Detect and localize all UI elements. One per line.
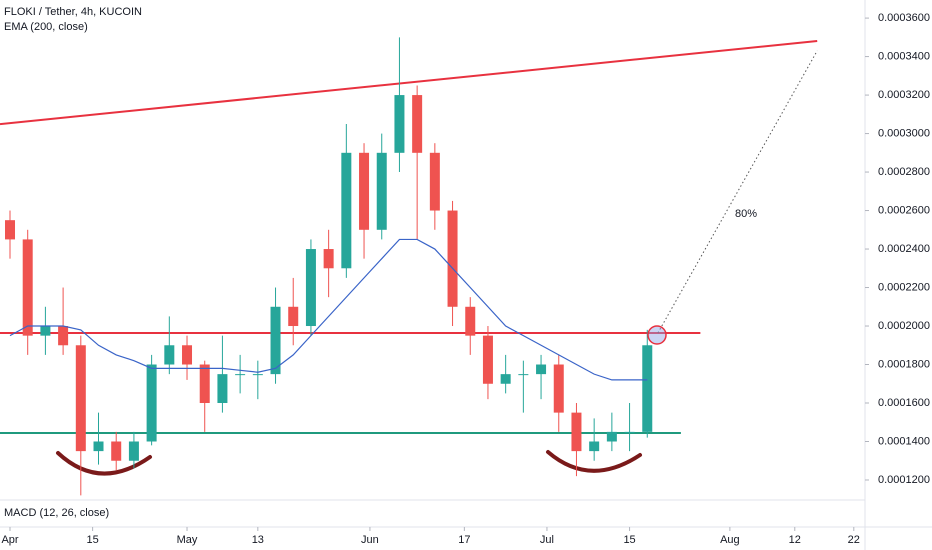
candle-body [500, 374, 511, 384]
x-tick-label: 13 [252, 534, 264, 546]
candle-body [288, 306, 299, 327]
y-tick-label: 0.0002200 [878, 281, 930, 293]
x-tick-label: 12 [789, 534, 801, 546]
candle-body [394, 95, 405, 153]
candle-body [199, 364, 210, 404]
y-tick-label: 0.0003000 [878, 127, 930, 139]
breakout-marker [647, 325, 667, 345]
candle-body [235, 374, 246, 376]
y-tick-label: 0.0001200 [878, 474, 930, 486]
candle-body [553, 364, 564, 413]
candle-body [5, 220, 16, 240]
candle-body [606, 431, 617, 442]
y-tick-label: 0.0002800 [878, 166, 930, 178]
candle-body [270, 306, 281, 375]
x-tick-label: Jun [361, 534, 379, 546]
ema-line [9, 238, 648, 381]
x-tick-label: 15 [623, 534, 635, 546]
candle-body [447, 210, 458, 307]
candle-body [111, 441, 122, 461]
x-tick-label: Apr [1, 534, 18, 546]
x-tick-label: 15 [86, 534, 98, 546]
candle-body [75, 345, 86, 452]
x-tick-label: Jul [540, 534, 554, 546]
bottom-arc [56, 451, 152, 476]
candle-body [93, 441, 104, 452]
candle-body [217, 374, 228, 404]
chart-title: FLOKI / Tether, 4h, KUCOIN [4, 6, 142, 18]
candle-body [40, 326, 51, 336]
candle-body [518, 374, 529, 376]
x-tick-label: 22 [848, 534, 860, 546]
x-tick-label: May [177, 534, 198, 546]
candle-body [323, 249, 334, 269]
candle-body [128, 441, 139, 461]
candle-body [412, 95, 423, 153]
candle-body [22, 239, 33, 336]
projection-label: 80% [735, 208, 757, 220]
y-tick-label: 0.0002600 [878, 204, 930, 216]
indicator-label: EMA (200, close) [4, 21, 88, 33]
y-tick-label: 0.0001600 [878, 397, 930, 409]
candle-body [465, 306, 476, 336]
y-tick-label: 0.0003400 [878, 50, 930, 62]
candle-body [624, 431, 635, 433]
candle-body [642, 345, 653, 432]
candle-body [182, 345, 193, 365]
y-tick-label: 0.0001400 [878, 435, 930, 447]
x-tick-label: 17 [458, 534, 470, 546]
trend-line [0, 39, 818, 126]
candle-body [376, 152, 387, 230]
candle-body [58, 326, 69, 346]
candle-body [571, 412, 582, 452]
candle-body [359, 152, 370, 230]
candle-body [589, 441, 600, 452]
candle-body [429, 152, 440, 211]
bottom-arc [546, 450, 642, 473]
indicator-label: MACD (12, 26, close) [4, 507, 109, 519]
y-tick-label: 0.0003600 [878, 12, 930, 24]
candle-body [252, 374, 263, 376]
x-tick-label: Aug [720, 534, 740, 546]
y-tick-label: 0.0002400 [878, 243, 930, 255]
y-tick-label: 0.0003200 [878, 89, 930, 101]
candle-body [146, 364, 157, 442]
y-tick-label: 0.0002000 [878, 320, 930, 332]
candle-body [164, 345, 175, 365]
y-tick-label: 0.0001800 [878, 358, 930, 370]
candle-body [341, 152, 352, 269]
candle-body [305, 249, 316, 327]
candle-body [482, 335, 493, 384]
plot [0, 37, 818, 496]
candle-body [536, 364, 547, 375]
